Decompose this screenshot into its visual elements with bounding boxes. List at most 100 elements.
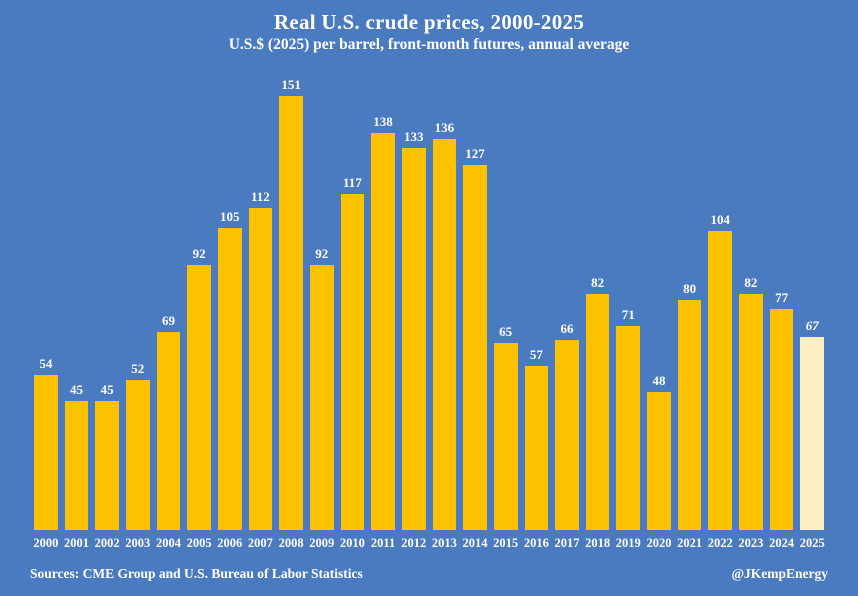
bar bbox=[769, 309, 794, 530]
x-axis-label: 2015 bbox=[493, 536, 519, 550]
x-axis-label: 2025 bbox=[799, 536, 825, 550]
chart-subtitle: U.S.$ (2025) per barrel, front-month fut… bbox=[228, 36, 630, 53]
bar bbox=[64, 401, 89, 530]
bar bbox=[555, 340, 579, 530]
bar-value-label: 112 bbox=[251, 189, 270, 204]
bar-value-label: 52 bbox=[131, 361, 145, 376]
bar-group-2005: 92 2005 bbox=[186, 70, 212, 553]
bar-group-2012: 133 2012 bbox=[401, 70, 427, 553]
bar bbox=[187, 265, 211, 530]
x-axis-label: 2000 bbox=[33, 536, 59, 550]
x-axis-label: 2020 bbox=[646, 536, 672, 550]
x-axis-label: 2010 bbox=[339, 536, 365, 550]
bar-group-2014: 127 2014 bbox=[462, 70, 488, 553]
bar-group-2021: 80 2021 bbox=[677, 70, 703, 553]
bar-value-label: 65 bbox=[499, 324, 513, 339]
bar-value-label: 105 bbox=[220, 209, 240, 224]
bar-value-label: 82 bbox=[591, 275, 605, 290]
bar bbox=[248, 208, 273, 530]
bar bbox=[309, 265, 334, 530]
bar-group-2025: 67 2025 bbox=[799, 70, 825, 553]
bar bbox=[279, 96, 303, 530]
bar bbox=[739, 294, 763, 530]
bar-value-label: 69 bbox=[161, 313, 175, 328]
bar bbox=[340, 194, 365, 530]
x-axis-label: 2012 bbox=[401, 536, 427, 550]
bar-group-2000: 54 2000 bbox=[33, 70, 59, 553]
sources-note: Sources: CME Group and U.S. Bureau of La… bbox=[30, 566, 363, 581]
bar-group-2016: 57 2016 bbox=[523, 70, 549, 553]
bar-value-label: 77 bbox=[775, 290, 789, 305]
bar-value-label: 66 bbox=[560, 321, 574, 336]
chart-footer: Sources: CME Group and U.S. Bureau of La… bbox=[30, 566, 828, 582]
bar-value-label: 151 bbox=[281, 77, 301, 92]
bar-value-label: 67 bbox=[805, 318, 819, 333]
bar-group-2019: 71 2019 bbox=[615, 70, 641, 553]
bar bbox=[34, 375, 58, 530]
x-axis-label: 2017 bbox=[554, 536, 580, 550]
x-axis-label: 2002 bbox=[94, 536, 120, 550]
bar-value-label: 136 bbox=[434, 120, 455, 135]
bar-value-label: 133 bbox=[403, 129, 424, 144]
bar-value-label: 80 bbox=[683, 281, 697, 296]
credit-handle: @JKempEnergy bbox=[731, 566, 828, 581]
x-axis-label: 2005 bbox=[186, 536, 212, 550]
bar-group-2023: 82 2023 bbox=[738, 70, 764, 553]
bar-group-2022: 104 2022 bbox=[707, 70, 733, 553]
bar-value-label: 82 bbox=[744, 275, 758, 290]
bar-group-2017: 66 2017 bbox=[554, 70, 580, 553]
bar-value-label: 127 bbox=[465, 146, 485, 161]
x-axis-label: 2008 bbox=[278, 536, 304, 550]
x-axis-label: 2004 bbox=[155, 536, 181, 550]
bar bbox=[371, 133, 395, 530]
bar bbox=[156, 332, 181, 530]
bar-group-2002: 45 2002 bbox=[94, 70, 120, 553]
bar-value-label: 117 bbox=[342, 175, 362, 190]
bar-value-label: 92 bbox=[192, 246, 206, 261]
bar-group-2024: 77 2024 bbox=[769, 70, 795, 553]
bar bbox=[463, 165, 487, 530]
bar bbox=[524, 366, 549, 530]
bar-value-label: 138 bbox=[373, 114, 393, 129]
bar bbox=[616, 326, 641, 530]
bar-group-2004: 69 2004 bbox=[155, 70, 181, 553]
x-axis-label: 2006 bbox=[217, 536, 243, 550]
bar-value-label: 57 bbox=[529, 347, 543, 362]
bar-group-2006: 105 2006 bbox=[217, 70, 243, 553]
bar bbox=[585, 294, 610, 530]
bar-group-2015: 65 2015 bbox=[493, 70, 519, 553]
bar-value-label: 48 bbox=[652, 373, 666, 388]
bar bbox=[217, 228, 242, 530]
x-axis-label: 2021 bbox=[677, 536, 703, 550]
bar-chart-plot-area: 54 2000 45 2001 45 2002 52 2003 69 2004 92 2005 105 2… bbox=[33, 70, 825, 553]
x-axis-label: 2023 bbox=[738, 536, 764, 550]
bar-group-2008: 151 2008 bbox=[278, 70, 304, 553]
bar-value-label: 71 bbox=[621, 307, 635, 322]
x-axis-label: 2024 bbox=[769, 536, 795, 550]
bar-value-label: 45 bbox=[100, 382, 114, 397]
bar-highlighted bbox=[800, 337, 825, 530]
bar-value-label: 92 bbox=[315, 246, 329, 261]
x-axis-label: 2003 bbox=[125, 536, 151, 550]
bar bbox=[493, 343, 518, 530]
bar bbox=[647, 392, 671, 530]
bar-group-2001: 45 2001 bbox=[63, 70, 89, 553]
bar bbox=[677, 300, 702, 530]
x-axis-label: 2019 bbox=[615, 536, 641, 550]
bar-group-2013: 136 2013 bbox=[432, 70, 457, 553]
bar bbox=[401, 148, 426, 530]
x-axis-label: 2016 bbox=[523, 536, 549, 550]
bar-group-2020: 48 2020 bbox=[646, 70, 672, 553]
x-axis-label: 2009 bbox=[309, 536, 335, 550]
bar-group-2009: 92 2009 bbox=[309, 70, 335, 553]
x-axis-label: 2014 bbox=[462, 536, 488, 550]
x-axis-label: 2022 bbox=[707, 536, 733, 550]
bar-group-2010: 117 2010 bbox=[339, 70, 365, 553]
bar-group-2003: 52 2003 bbox=[125, 70, 151, 553]
bar-value-label: 45 bbox=[69, 382, 83, 397]
bar-value-label: 54 bbox=[39, 356, 53, 371]
bar bbox=[708, 231, 733, 530]
chart-title: Real U.S. crude prices, 2000-2025 bbox=[273, 10, 585, 34]
x-axis-label: 2001 bbox=[63, 536, 89, 550]
bar-group-2007: 112 2007 bbox=[248, 70, 273, 553]
